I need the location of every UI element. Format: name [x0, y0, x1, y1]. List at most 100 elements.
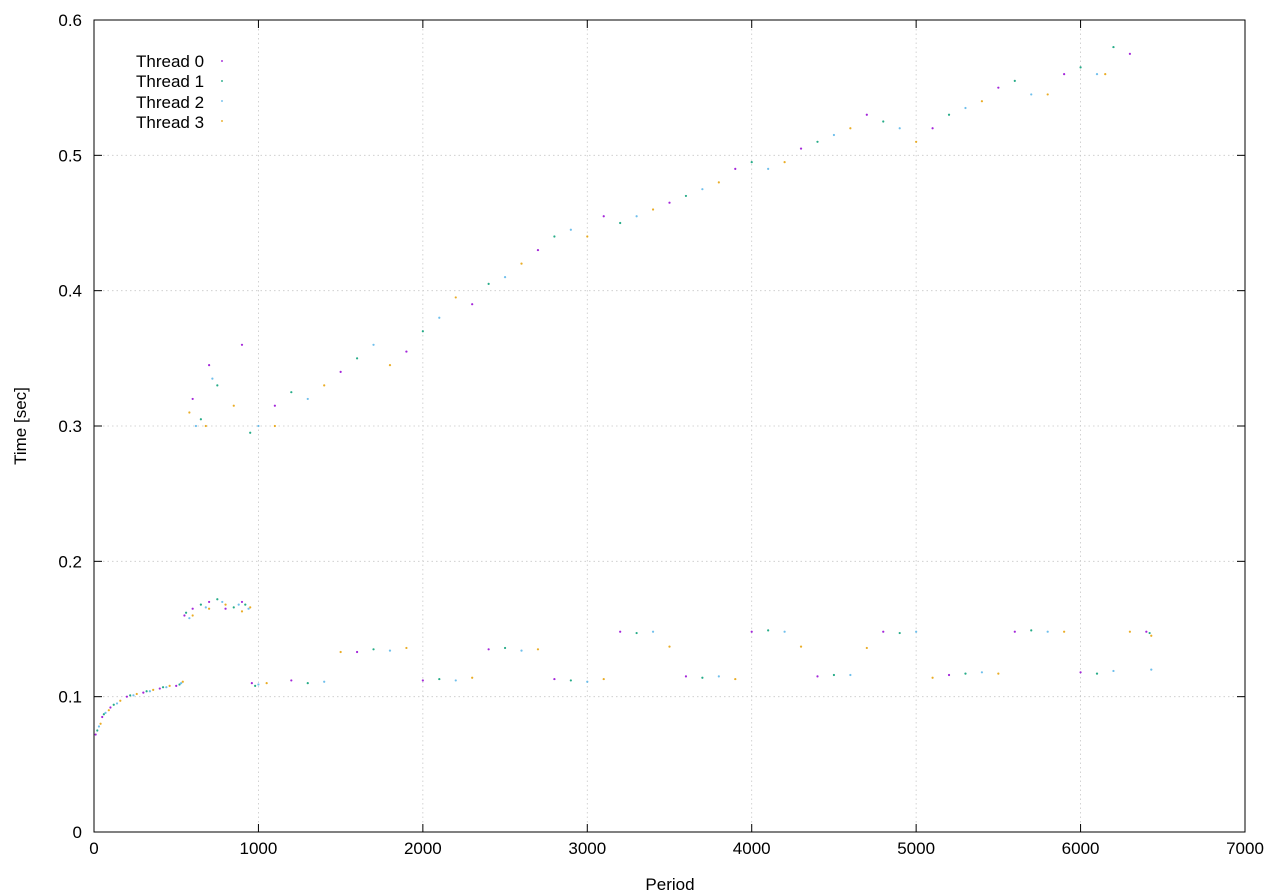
legend-marker-thread-0 — [221, 60, 223, 62]
data-point — [158, 687, 161, 690]
data-point — [211, 377, 214, 380]
data-point — [405, 350, 408, 353]
data-point — [619, 630, 622, 633]
x-tick-label: 4000 — [733, 839, 771, 858]
data-point — [323, 680, 326, 683]
data-point — [684, 194, 688, 198]
data-point — [208, 600, 211, 604]
legend-label-thread-0: Thread 0 — [136, 52, 204, 71]
data-point — [1046, 630, 1049, 633]
series-1-points — [96, 45, 1151, 732]
data-point — [224, 603, 227, 606]
data-point — [204, 606, 207, 609]
data-point — [717, 181, 720, 184]
data-point — [586, 680, 589, 683]
data-point — [1128, 52, 1131, 55]
data-point — [767, 629, 770, 632]
data-point — [783, 161, 786, 164]
data-point — [816, 675, 819, 678]
data-point — [799, 645, 803, 648]
legend-entry-thread-1: Thread 1 — [136, 72, 223, 91]
data-point — [148, 690, 152, 693]
y-tick-label: 0.5 — [58, 146, 82, 165]
data-point — [997, 86, 1000, 89]
data-point — [232, 404, 235, 407]
data-point — [487, 282, 490, 285]
data-point — [135, 692, 138, 696]
data-point — [119, 699, 122, 702]
data-point — [651, 630, 655, 633]
data-point — [96, 729, 99, 732]
x-tick-label: 5000 — [897, 839, 935, 858]
data-point — [161, 686, 165, 689]
data-point — [783, 630, 786, 633]
data-point — [569, 679, 572, 682]
x-tick-label: 7000 — [1226, 839, 1264, 858]
data-point — [503, 646, 507, 650]
data-point — [165, 686, 168, 689]
data-point — [273, 424, 276, 428]
legend-marker-thread-1 — [221, 80, 223, 82]
data-point — [767, 167, 770, 170]
data-point — [586, 235, 589, 238]
data-point — [101, 715, 104, 719]
data-point — [684, 675, 688, 678]
data-point — [947, 113, 951, 116]
x-axis-title: Period — [645, 875, 694, 894]
data-point — [273, 404, 276, 407]
legend-entry-thread-2: Thread 2 — [136, 93, 223, 112]
data-point — [1013, 79, 1016, 82]
data-point — [1128, 630, 1131, 633]
data-point — [254, 684, 257, 687]
data-point — [125, 695, 128, 698]
data-point — [915, 630, 918, 633]
data-point — [849, 673, 852, 677]
data-point — [191, 607, 194, 610]
y-tick-labels: 0 0.1 0.2 0.3 0.4 0.5 0.6 — [58, 11, 82, 842]
data-point — [1112, 45, 1115, 49]
data-point — [1079, 671, 1082, 674]
data-point — [94, 733, 97, 736]
data-point — [306, 397, 309, 401]
data-point — [257, 683, 260, 686]
data-point — [520, 649, 523, 652]
data-point — [931, 127, 934, 130]
grid-lines — [94, 20, 1245, 832]
data-point — [240, 610, 244, 613]
data-point — [208, 364, 211, 367]
data-point — [388, 364, 392, 367]
data-point — [290, 391, 293, 394]
data-point — [107, 709, 110, 712]
legend-marker-thread-3 — [221, 120, 223, 122]
data-point — [355, 357, 359, 360]
data-point — [184, 611, 188, 614]
data-point — [199, 603, 202, 606]
data-point — [97, 725, 101, 728]
data-point — [1145, 630, 1148, 633]
data-point — [323, 384, 326, 387]
data-point — [1112, 669, 1115, 673]
data-point — [964, 106, 967, 110]
data-point — [701, 676, 704, 679]
data-point — [115, 702, 119, 705]
data-point — [102, 713, 105, 716]
data-point — [204, 424, 207, 428]
data-points — [94, 45, 1153, 736]
data-point — [980, 671, 984, 674]
data-point — [1150, 634, 1153, 637]
data-point — [832, 133, 836, 137]
data-point — [750, 630, 753, 633]
data-point — [250, 682, 253, 685]
data-point — [1030, 629, 1033, 632]
x-tick-label: 1000 — [240, 839, 278, 858]
data-point — [265, 682, 268, 685]
data-point — [569, 228, 572, 231]
data-point — [178, 683, 181, 686]
data-point — [109, 706, 112, 709]
data-point — [915, 140, 918, 143]
data-point — [931, 676, 934, 679]
data-point — [553, 235, 556, 238]
data-point — [188, 617, 191, 620]
